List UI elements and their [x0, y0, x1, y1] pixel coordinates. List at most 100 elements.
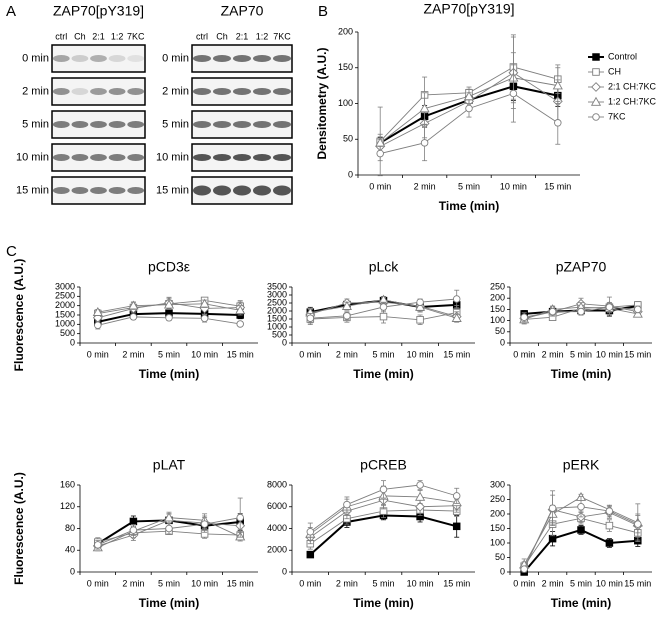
marker	[552, 80, 563, 90]
blot-band	[71, 121, 89, 128]
x-axis-label: Time (min)	[439, 199, 499, 213]
x-tick-label: 2 min	[122, 349, 144, 359]
blot-band	[273, 88, 291, 95]
panel-label: C	[6, 243, 17, 260]
y-tick-label: 1500	[55, 309, 75, 319]
marker	[235, 305, 246, 315]
marker	[415, 301, 426, 311]
marker	[306, 528, 315, 536]
blot-band	[127, 187, 145, 194]
x-axis-label: Time (min)	[353, 596, 413, 610]
lane-label: Ch	[216, 31, 228, 41]
lane-label: 7KC	[127, 31, 145, 41]
blot-band	[253, 154, 271, 161]
marker	[452, 522, 461, 531]
blot-band	[90, 88, 107, 95]
marker	[129, 313, 138, 321]
marker	[236, 320, 244, 328]
y-tick-label: 0	[348, 169, 353, 179]
y-tick-label: 200	[338, 26, 353, 36]
blot-band	[90, 55, 107, 62]
blot-band	[193, 55, 211, 62]
marker	[165, 314, 173, 322]
y-axis-label: Fluorescence (A.U.)	[12, 259, 26, 372]
y-tick-label: 500	[272, 329, 287, 339]
x-tick-label: 2 min	[542, 578, 564, 588]
time-label: 0 min	[162, 52, 189, 64]
chart-title: pLck	[369, 259, 400, 275]
marker	[520, 565, 528, 573]
blot-band	[108, 187, 126, 194]
legend-marker	[592, 113, 600, 121]
legend-label: 2:1 CH:7KC	[608, 81, 657, 91]
x-tick-label: 5 min	[458, 181, 480, 191]
x-tick-label: 10 min	[191, 349, 218, 359]
time-label: 15 min	[16, 184, 49, 196]
y-tick-label: 0	[500, 337, 505, 347]
panel-label: B	[318, 3, 328, 20]
legend-label: Control	[608, 51, 637, 61]
y-tick-label: 500	[60, 328, 75, 338]
blot-band	[213, 121, 231, 128]
y-tick-label: 0	[282, 337, 287, 347]
blot-title: ZAP70[pY319]	[53, 3, 144, 19]
y-tick-label: 80	[65, 523, 75, 533]
x-tick-label: 10 min	[596, 349, 623, 359]
time-label: 10 min	[16, 151, 49, 163]
marker	[577, 307, 585, 316]
legend-label: CH	[608, 66, 621, 76]
legend-label: 1:2 CH:7KC	[608, 96, 657, 106]
chart-title: pLAT	[153, 457, 186, 473]
marker	[605, 303, 614, 311]
blot-band	[273, 154, 291, 161]
y-tick-label: 8000	[267, 479, 287, 489]
y-tick-label: 50	[343, 134, 353, 144]
y-tick-label: 150	[490, 523, 505, 533]
blot-band	[213, 88, 231, 95]
y-tick-label: 120	[60, 501, 75, 511]
blot-band	[52, 88, 70, 95]
y-tick-label: 2000	[267, 305, 287, 315]
marker	[163, 512, 175, 522]
blot-band	[71, 88, 89, 95]
y-tick-label: 2000	[267, 545, 287, 555]
blot-band	[253, 55, 271, 62]
marker	[548, 504, 557, 512]
blot-band	[71, 55, 89, 62]
marker	[165, 524, 173, 533]
marker	[379, 303, 388, 311]
time-label: 2 min	[162, 85, 189, 97]
legend-marker	[591, 82, 601, 92]
marker	[465, 104, 473, 113]
blot-band	[233, 154, 251, 161]
marker	[416, 316, 424, 324]
legend-label: 7KC	[608, 111, 626, 121]
y-tick-label: 0	[282, 566, 287, 576]
legend-marker	[590, 96, 602, 106]
x-axis-label: Time (min)	[139, 596, 199, 610]
blot-band	[71, 154, 89, 161]
x-tick-label: 0 min	[513, 349, 535, 359]
blot-band	[233, 185, 251, 196]
marker	[306, 550, 315, 559]
chart-title: pCD3ε	[148, 259, 190, 275]
x-tick-label: 5 min	[158, 349, 180, 359]
marker	[341, 300, 352, 310]
blot-band	[273, 185, 291, 196]
x-tick-label: 5 min	[570, 578, 592, 588]
y-tick-label: 3000	[55, 281, 75, 291]
y-axis-label: Densitometry (A.U.)	[315, 47, 329, 159]
marker	[94, 541, 102, 549]
y-tick-label: 100	[338, 98, 353, 108]
y-tick-label: 1500	[267, 313, 287, 323]
x-tick-label: 15 min	[227, 349, 254, 359]
marker	[306, 314, 315, 322]
marker	[376, 149, 384, 158]
y-tick-label: 2500	[267, 297, 287, 307]
marker	[452, 295, 461, 303]
y-axis-label: Fluorescence (A.U.)	[12, 472, 26, 585]
marker	[577, 503, 585, 511]
blot-band	[193, 121, 211, 128]
x-tick-label: 5 min	[570, 349, 592, 359]
